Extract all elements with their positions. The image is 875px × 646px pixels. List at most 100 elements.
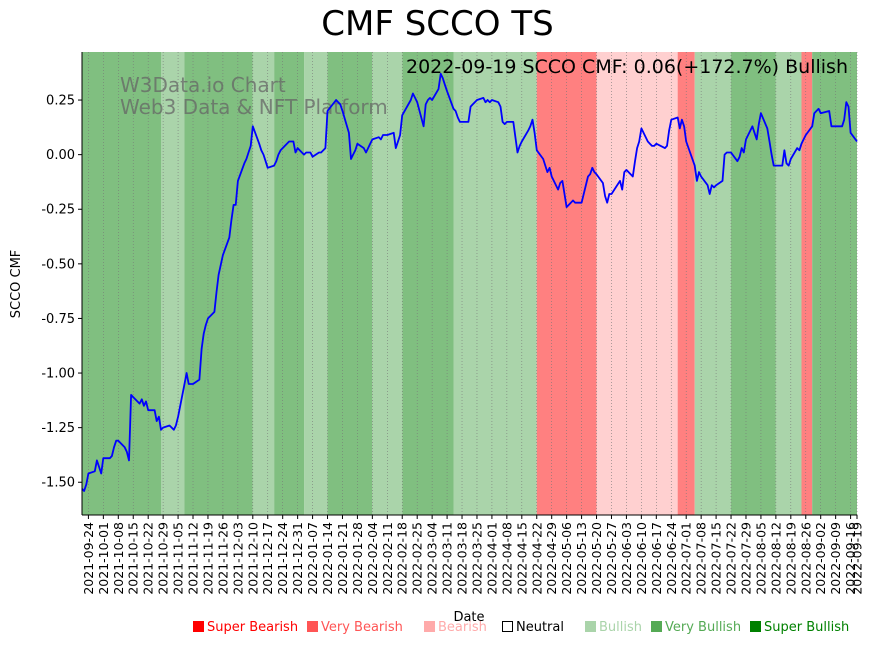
legend-swatch <box>424 621 435 632</box>
y-tick-label: -1.50 <box>41 476 75 491</box>
legend-swatch <box>651 621 662 632</box>
annotation-text: 2022-09-19 SCCO CMF: 0.06(+172.7%) Bulli… <box>406 56 848 78</box>
x-tick-label: 2021-10-15 <box>126 522 141 595</box>
legend-bearish: Bearish <box>424 620 487 636</box>
x-tick-label: 2022-05-13 <box>574 522 589 595</box>
y-tick-label: -0.75 <box>41 312 75 327</box>
region-bullish <box>304 52 328 515</box>
chart-title: CMF SCCO TS <box>321 4 554 44</box>
x-tick-label: 2021-12-31 <box>290 522 305 595</box>
region-bullish <box>694 52 732 515</box>
x-tick-label: 2021-11-05 <box>171 522 186 595</box>
legend-label: Bearish <box>438 620 487 635</box>
region-very-bullish <box>402 52 454 515</box>
x-tick-label: 2022-01-28 <box>350 522 365 595</box>
legend-swatch <box>307 621 318 632</box>
x-tick-label: 2022-07-22 <box>724 522 739 595</box>
x-tick-label: 2022-02-11 <box>380 522 395 595</box>
x-tick-label: 2021-09-24 <box>81 522 96 595</box>
x-tick-label: 2022-09-02 <box>813 522 828 595</box>
x-tick-label: 2022-04-15 <box>514 522 529 595</box>
legend-swatch <box>750 621 761 632</box>
x-tick-label: 2022-04-08 <box>499 522 514 595</box>
cmf-series-line <box>81 72 858 492</box>
x-tick-label: 2022-05-06 <box>559 522 574 595</box>
x-tick-label: 2022-08-05 <box>753 522 768 595</box>
legend-swatch <box>193 621 204 632</box>
legend-neutral: Neutral <box>502 620 564 636</box>
x-tick-label: 2021-12-17 <box>260 522 275 595</box>
x-tick-label: 2022-03-11 <box>440 522 455 595</box>
x-tick-label: 2022-09-19 <box>850 522 865 595</box>
legend-label: Very Bearish <box>321 620 403 635</box>
x-tick-label: 2021-10-08 <box>111 522 126 595</box>
x-tick-label: 2021-10-22 <box>141 522 156 595</box>
x-tick-label: 2022-02-18 <box>395 522 410 595</box>
x-tick-label: 2022-02-25 <box>410 522 425 595</box>
x-tick-label: 2021-12-24 <box>275 522 290 595</box>
x-tick-label: 2022-04-22 <box>529 522 544 595</box>
y-tick-label: 0.00 <box>46 148 75 163</box>
region-very-bullish <box>184 52 253 515</box>
legend-very-bearish: Very Bearish <box>307 620 403 636</box>
legend-label: Neutral <box>516 620 564 635</box>
y-tick-label: -0.50 <box>41 257 75 272</box>
region-bearish <box>596 52 678 515</box>
region-very-bullish <box>327 52 373 515</box>
x-tick-label: 2022-07-15 <box>709 522 724 595</box>
region-bullish <box>160 52 185 515</box>
y-tick-label: -0.25 <box>41 203 75 218</box>
region-bullish <box>252 52 275 515</box>
x-tick-label: 2021-10-29 <box>156 522 171 595</box>
region-bullish <box>775 52 802 515</box>
x-tick-label: 2022-07-08 <box>694 522 709 595</box>
region-very-bullish <box>731 52 776 515</box>
y-axis-label: SCCO CMF <box>9 250 24 319</box>
x-tick-label: 2022-04-01 <box>484 522 499 595</box>
x-tick-label: 2022-05-20 <box>589 522 604 595</box>
region-very-bullish <box>274 52 305 515</box>
legend-label: Super Bearish <box>207 620 299 635</box>
legend-label: Very Bullish <box>665 620 742 635</box>
legend-bullish: Bullish <box>585 620 642 636</box>
legend-swatch <box>585 621 596 632</box>
legend-super-bearish: Super Bearish <box>193 620 298 636</box>
legend: Super Bearish Very Bearish Bearish Neutr… <box>0 620 875 640</box>
x-tick-label: 2022-06-24 <box>664 522 679 595</box>
x-tick-label: 2021-12-10 <box>245 522 260 595</box>
x-tick-label: 2022-06-03 <box>619 522 634 595</box>
x-tick-label: 2021-11-26 <box>215 522 230 595</box>
region-very-bullish <box>82 52 161 515</box>
x-tick-label: 2022-01-14 <box>320 522 335 595</box>
legend-label: Bullish <box>599 620 643 635</box>
x-tick-label: 2022-04-29 <box>544 522 559 595</box>
watermark-line-2: Web3 Data & NFT Platform <box>120 95 388 119</box>
x-tick-label: 2022-06-10 <box>634 522 649 595</box>
x-tick-label: 2022-03-04 <box>425 522 440 595</box>
legend-very-bullish: Very Bullish <box>651 620 741 636</box>
x-tick-label: 2022-06-17 <box>649 522 664 595</box>
x-tick-label: 2021-11-12 <box>186 522 201 595</box>
region-bullish <box>453 52 537 515</box>
x-tick-label: 2022-09-16 <box>843 522 858 595</box>
x-tick-label: 2021-11-19 <box>200 522 215 595</box>
x-tick-label: 2021-12-03 <box>230 522 245 595</box>
x-tick-label: 2022-09-09 <box>828 522 843 595</box>
x-tick-label: 2021-10-01 <box>96 522 111 595</box>
x-axis-label: Date <box>453 610 484 625</box>
x-tick-label: 2022-05-27 <box>604 522 619 595</box>
y-tick-label: 0.25 <box>46 94 75 109</box>
x-tick-label: 2022-07-29 <box>738 522 753 595</box>
x-tick-label: 2022-08-26 <box>798 522 813 595</box>
y-tick-label: -1.00 <box>41 367 75 382</box>
legend-label: Super Bullish <box>764 620 850 635</box>
region-very-bearish <box>801 52 813 515</box>
x-tick-label: 2022-08-12 <box>768 522 783 595</box>
x-tick-label: 2022-08-19 <box>783 522 798 595</box>
x-tick-label: 2022-01-07 <box>305 522 320 595</box>
legend-swatch <box>502 621 513 632</box>
watermark-line-1: W3Data.io Chart <box>120 73 286 97</box>
x-tick-label: 2022-07-01 <box>679 522 694 595</box>
legend-super-bullish: Super Bullish <box>750 620 849 636</box>
